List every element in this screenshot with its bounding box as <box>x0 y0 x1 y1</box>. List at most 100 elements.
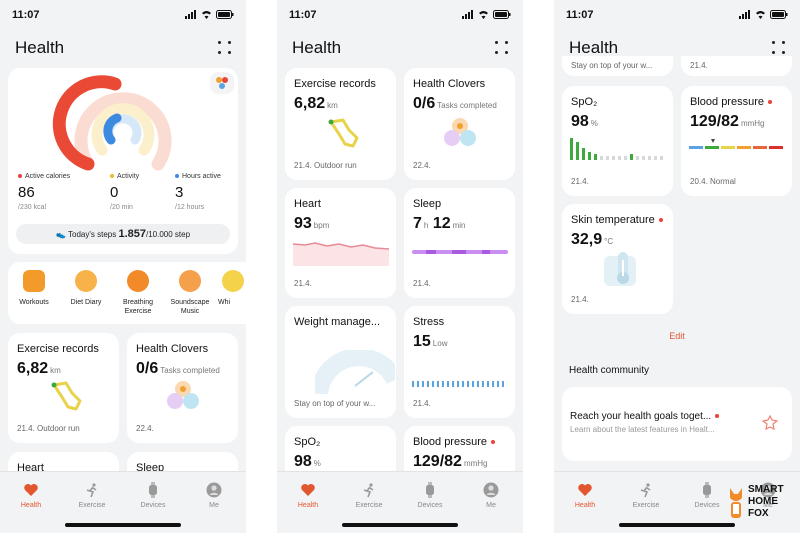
card-unit: mmHg <box>740 119 765 128</box>
card-footer: 21.4. <box>571 177 589 186</box>
nav-label: Devices <box>694 502 720 509</box>
page-title: Health <box>15 38 65 57</box>
activity-rings-card[interactable]: Active calories 86 /230 kcal Activity 0 … <box>8 68 238 254</box>
nav-exercise[interactable]: Exercise <box>67 482 117 509</box>
nav-health[interactable]: Health <box>283 482 333 509</box>
card-value: 93 <box>294 215 312 232</box>
signal-icon <box>739 10 750 19</box>
health-clovers-card[interactable]: Health Clovers 0/6 Tasks completed 22.4. <box>404 68 515 180</box>
metric-active-calories: Active calories 86 /230 kcal <box>18 173 78 211</box>
health-clovers-card[interactable]: Health Clovers 0/6 Tasks completed 22.4. <box>127 333 238 443</box>
card-value: 129/82 <box>413 453 462 470</box>
card-value: 0/6 <box>136 360 159 377</box>
shortcut-partial[interactable]: Whi <box>218 270 246 307</box>
smart-home-fox-logo: SMART HOME FOX <box>726 484 800 524</box>
shortcut-soundscape-music[interactable]: Soundscape Music <box>166 270 214 316</box>
card-unit: % <box>590 119 598 128</box>
status-time: 11:07 <box>12 9 40 21</box>
alert-dot <box>491 440 495 445</box>
card-unit: km <box>327 101 338 110</box>
status-icons <box>739 10 788 19</box>
nav-devices[interactable]: Devices <box>405 482 455 509</box>
shortcut-diet-diary[interactable]: Diet Diary <box>62 270 110 307</box>
card-title: Weight manage... <box>294 316 381 328</box>
page-title: Health <box>292 38 342 57</box>
steps-pill[interactable]: 👟 Today's steps 1.857/10.000 step <box>16 224 230 244</box>
shoe-icon: 👟 <box>55 230 66 239</box>
status-bar: 11:07 <box>566 9 788 23</box>
card-unit: km <box>50 366 61 375</box>
signal-icon <box>462 10 473 19</box>
watermark-text: SMART HOME FOX <box>748 484 784 519</box>
card-title: Stress <box>413 316 445 328</box>
nav-devices[interactable]: Devices <box>128 482 178 509</box>
alert-dot <box>768 100 772 105</box>
stress-card[interactable]: Stress 15 Low 21.4. <box>404 306 515 418</box>
skin-temperature-card[interactable]: Skin temperature 32,9 °C 21.4. <box>562 204 673 314</box>
stress-card[interactable]: 21.4. <box>681 56 792 76</box>
metric-goal: /230 kcal <box>18 204 47 211</box>
nav-label: Health <box>20 502 42 509</box>
nav-health[interactable]: Health <box>6 482 56 509</box>
card-title: SpO₂ <box>571 96 598 108</box>
metric-value: 0 <box>110 184 119 201</box>
community-card[interactable]: Reach your health goals toget... Learn a… <box>562 387 792 461</box>
weight-management-card[interactable]: Stay on top of your w... <box>562 56 673 76</box>
nav-devices[interactable]: Devices <box>682 482 732 509</box>
exercise-records-card[interactable]: Exercise records 6,82 km 21.4. Outdoor ru… <box>8 333 119 443</box>
avatar-icon <box>760 482 776 498</box>
fox-icon <box>730 488 742 518</box>
exercise-records-card[interactable]: Exercise records 6,82 km 21.4. Outdoor ru… <box>285 68 396 180</box>
spo2-card[interactable]: SpO₂ 98% 21.4. <box>562 86 673 196</box>
wifi-icon <box>202 11 211 19</box>
app-badge-icon[interactable] <box>210 72 234 94</box>
shortcut-label: Diet Diary <box>70 299 102 306</box>
more-icon[interactable] <box>218 41 232 55</box>
nav-label: Exercise <box>355 502 383 509</box>
battery-icon <box>216 10 234 19</box>
nav-label: Devices <box>417 502 443 509</box>
blood-pressure-scale <box>689 139 783 149</box>
status-bar: 11:07 <box>289 9 511 23</box>
status-icons <box>185 10 234 19</box>
bottom-nav: Health Exercise Devices Me <box>554 471 800 533</box>
shortcut-icon <box>222 270 244 292</box>
weight-gauge <box>315 350 395 394</box>
weight-management-card[interactable]: Weight manage... Stay on top of your w..… <box>285 306 396 418</box>
edit-link[interactable]: Edit <box>669 331 685 341</box>
card-title: Blood pressure <box>413 436 487 448</box>
nav-health[interactable]: Health <box>560 482 610 509</box>
nav-me[interactable]: Me <box>189 482 239 509</box>
page-title: Health <box>569 38 619 57</box>
nav-exercise[interactable]: Exercise <box>621 482 671 509</box>
card-value: 6,82 <box>294 95 326 112</box>
status-time: 11:07 <box>289 9 317 21</box>
community-card-title: Reach your health goals toget... <box>570 411 712 422</box>
nav-me[interactable]: Me <box>466 482 516 509</box>
route-map-icon <box>328 118 359 148</box>
shortcut-workouts[interactable]: Workouts <box>10 270 58 307</box>
more-icon[interactable] <box>772 41 786 55</box>
card-unit: % <box>313 459 321 468</box>
music-icon <box>179 270 201 292</box>
signal-icon <box>185 10 196 19</box>
metric-goal: /20 min <box>110 204 133 211</box>
shortcut-label: Soundscape Music <box>170 299 210 315</box>
more-icon[interactable] <box>495 41 509 55</box>
screen-health-bottom: 11:07 Health Stay on top of your w... 21… <box>554 0 800 533</box>
steps-goal: /10.000 step <box>145 230 191 239</box>
heart-card[interactable]: Heart 93 bpm 21.4. <box>285 188 396 298</box>
nav-exercise[interactable]: Exercise <box>344 482 394 509</box>
card-unit: °C <box>604 237 614 246</box>
shortcut-breathing-exercise[interactable]: Breathing Exercise <box>114 270 162 316</box>
workouts-icon <box>23 270 45 292</box>
blood-pressure-card[interactable]: Blood pressure 129/82 mmHg 20.4. Normal <box>681 86 792 196</box>
sleep-minutes: 12 <box>432 215 451 232</box>
nav-me[interactable]: Me <box>743 482 793 509</box>
watch-icon <box>149 482 157 498</box>
card-title: Heart <box>294 198 321 210</box>
running-icon <box>640 483 651 498</box>
breathing-icon <box>127 270 149 292</box>
card-footer: 20.4. Normal <box>690 177 736 186</box>
